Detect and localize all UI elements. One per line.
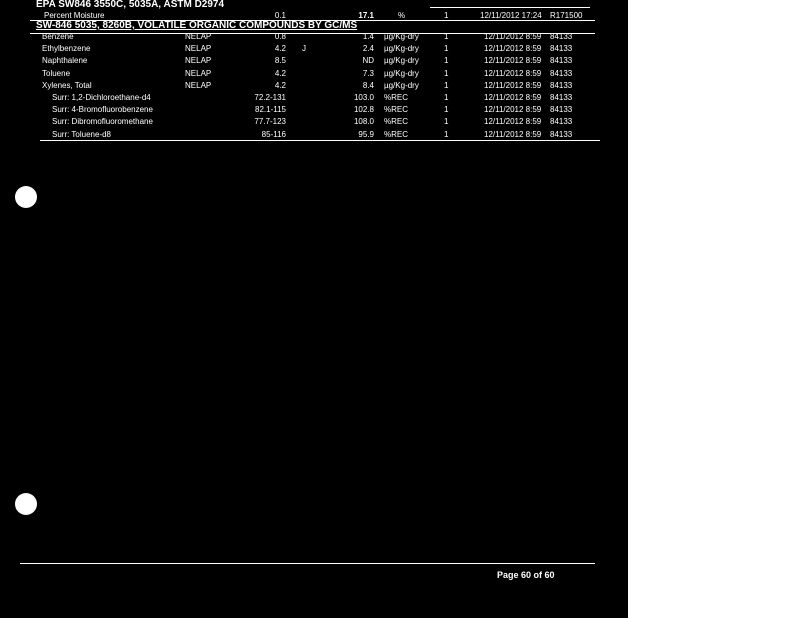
batch: 84133: [550, 93, 573, 102]
table-row: Toluene NELAP 4.2 7.3 µg/Kg-dry 1 12/11/2012 8…: [0, 69, 628, 81]
divider: [30, 20, 595, 21]
result: 103.0: [353, 93, 374, 102]
analyzed: 12/11/2012 8:59: [484, 93, 542, 102]
units: %: [398, 11, 406, 20]
df: 1: [444, 80, 449, 90]
df: 1: [444, 56, 449, 66]
analyte: Surr: 1,2-Dichloroethane-d4: [52, 93, 151, 102]
batch: 84133: [550, 80, 573, 90]
result: 95.9: [358, 129, 374, 139]
df: 1: [444, 117, 449, 127]
df: 1: [444, 129, 449, 139]
units: %REC: [384, 105, 409, 115]
rl: 82.1-115: [255, 105, 286, 115]
analyte: Percent Moisture: [44, 11, 105, 20]
analyte: Surr: Toluene-d8: [52, 129, 111, 139]
df: 1: [444, 11, 449, 20]
units: %REC: [384, 129, 409, 139]
method-header: EPA SW846 3550C, 5035A, ASTM D2974: [36, 0, 225, 10]
units: µg/Kg-dry: [384, 80, 419, 90]
rl: 4.2: [274, 68, 286, 78]
batch: 84133: [550, 56, 573, 66]
rl: 72.2-131: [254, 93, 286, 102]
scanned-page: EPA SW846 3550C, 5035A, ASTM D2974 Perce…: [0, 0, 628, 618]
table-row: Benzene NELAP 0.8 1.4 µg/Kg-dry 1 12/11/2012 8…: [0, 32, 628, 44]
rl: 4.2: [274, 44, 286, 54]
analyte: Naphthalene: [42, 56, 88, 66]
result: ND: [362, 56, 374, 66]
qual: J: [302, 44, 306, 54]
result: 8.4: [362, 80, 374, 90]
analyzed: 12/11/2012 8:59: [484, 68, 542, 78]
table-row: Ethylbenzene NELAP 4.2 J 2.4 µg/Kg-dry 1 12/11/…: [0, 44, 628, 56]
result: 108.0: [353, 117, 374, 127]
table-row: Surr: Dibromofluoromethane 77.7-123 108.0%…: [0, 117, 628, 129]
cert: NELAP: [185, 80, 212, 90]
batch: 84133: [550, 129, 573, 139]
table-row: Xylenes, Total NELAP 4.2 8.4 µg/Kg-dry 1 12/11…: [0, 81, 628, 93]
table-row: Naphthalene NELAP 8.5 ND µg/Kg-dry 1 12/11/201…: [0, 56, 628, 68]
analyzed: 12/11/2012 8:59: [484, 44, 542, 54]
table-row: Surr: 4-Bromofluorobenzene 82.1-115 102.8%…: [0, 105, 628, 117]
rl: 8.5: [274, 56, 286, 66]
punch-hole: [15, 186, 37, 208]
table-row: Surr: Toluene-d8 85-116 95.9 %REC 1 12/11/201…: [0, 130, 628, 142]
units: µg/Kg-dry: [384, 32, 419, 41]
result: 2.4: [362, 44, 374, 54]
result: 1.4: [362, 32, 374, 41]
rl: 4.2: [274, 80, 286, 90]
cert: NELAP: [185, 68, 212, 78]
units: µg/Kg-dry: [384, 56, 419, 66]
units: %REC: [384, 117, 409, 127]
df: 1: [444, 44, 449, 54]
df: 1: [444, 68, 449, 78]
analyte: Surr: 4-Bromofluorobenzene: [52, 105, 153, 115]
units: µg/Kg-dry: [384, 44, 419, 54]
table-row: Surr: 1,2-Dichloroethane-d4 72.2-131 103.0…: [0, 93, 628, 105]
rl: 0.1: [274, 11, 286, 20]
analyzed: 12/11/2012 17:24: [480, 11, 542, 20]
analyte: Toluene: [42, 68, 71, 78]
df: 1: [444, 93, 449, 102]
divider: [40, 140, 600, 141]
analyzed: 12/11/2012 8:59: [484, 32, 542, 41]
moisture-row: Percent Moisture 0.1 17.1 % 1 12/11/2012…: [0, 11, 628, 23]
analyzed: 12/11/2012 8:59: [484, 56, 542, 66]
cert: NELAP: [185, 56, 212, 66]
df: 1: [444, 32, 449, 41]
result: 102.8: [353, 105, 374, 115]
batch: 84133: [550, 68, 573, 78]
analyzed: 12/11/2012 8:59: [484, 117, 542, 127]
analyte: Ethylbenzene: [42, 44, 91, 54]
cert: NELAP: [185, 32, 212, 41]
footer-rule: [20, 563, 595, 564]
batch: 84133: [550, 32, 573, 41]
punch-hole: [15, 493, 37, 515]
analyzed: 12/11/2012 8:59: [484, 80, 542, 90]
section-title: SW-846 5035, 8260B, VOLATILE ORGANIC COM…: [36, 20, 358, 31]
analyte: Benzene: [42, 32, 74, 41]
rl: 0.8: [274, 32, 286, 41]
analyzed: 12/11/2012 8:59: [484, 129, 542, 139]
units: %REC: [384, 93, 409, 102]
batch: 84133: [550, 44, 573, 54]
cert: NELAP: [185, 44, 212, 54]
result: 7.3: [362, 68, 374, 78]
page-number: Page 60 of 60: [497, 570, 555, 580]
rl: 77.7-123: [254, 117, 286, 127]
rl: 85-116: [261, 129, 286, 139]
divider: [30, 33, 595, 34]
units: µg/Kg-dry: [384, 68, 419, 78]
df: 1: [444, 105, 449, 115]
batch: R171500: [550, 11, 583, 20]
analyte: Surr: Dibromofluoromethane: [52, 117, 153, 127]
divider: [430, 7, 590, 8]
analyte: Xylenes, Total: [42, 80, 92, 90]
batch: 84133: [550, 117, 573, 127]
analyzed: 12/11/2012 8:59: [484, 105, 542, 115]
result: 17.1: [358, 11, 374, 20]
batch: 84133: [550, 105, 573, 115]
